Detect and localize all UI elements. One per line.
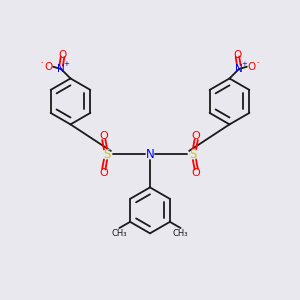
Text: O: O: [99, 168, 108, 178]
Text: N: N: [146, 148, 154, 161]
Text: O: O: [233, 50, 242, 60]
Text: O: O: [58, 50, 67, 60]
Text: O: O: [247, 62, 255, 72]
Text: S: S: [103, 148, 111, 161]
Text: O: O: [45, 62, 53, 72]
Text: CH₃: CH₃: [173, 229, 188, 238]
Text: N: N: [57, 64, 65, 74]
Text: -: -: [256, 59, 259, 65]
Text: +: +: [241, 61, 247, 67]
Text: -: -: [41, 59, 43, 65]
Text: O: O: [192, 168, 201, 178]
Text: +: +: [64, 61, 69, 67]
Text: O: O: [192, 131, 201, 141]
Text: CH₃: CH₃: [112, 229, 127, 238]
Text: S: S: [189, 148, 196, 161]
Text: N: N: [235, 64, 243, 74]
Text: O: O: [99, 131, 108, 141]
